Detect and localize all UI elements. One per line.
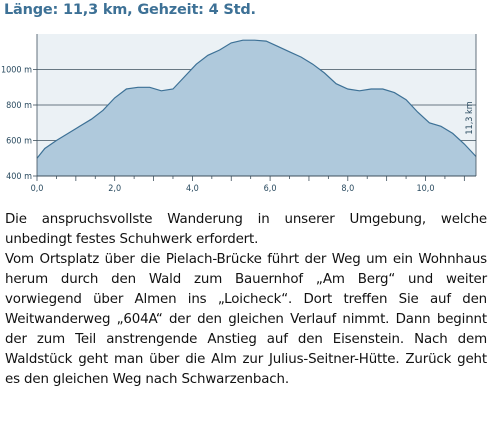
x-tick-label: 8,0	[341, 184, 354, 194]
chart-title: Länge: 11,3 km, Gehzeit: 4 Std.	[4, 2, 256, 18]
elevation-area	[37, 40, 476, 177]
y-tick-label: 800 m	[6, 101, 32, 111]
description-paragraph-1: Die anspruchsvollste Wanderung in unsere…	[5, 212, 487, 247]
elevation-line	[36, 39, 477, 159]
y-tick-label: 600 m	[6, 137, 32, 147]
x-tick-label: 6,0	[264, 184, 277, 194]
route-description: Die anspruchsvollste Wanderung in unsere…	[5, 210, 487, 390]
end-distance-label: 11,3 km	[465, 101, 475, 134]
description-paragraph-2: Vom Ortsplatz über die Pielach-Brücke fü…	[5, 252, 487, 387]
x-tick-label: 2,0	[108, 184, 121, 194]
elevation-profile-chart: 400 m 600 m 800 m 1000 m 0,0 2,0 4,0 6,0 8,0 10,0…	[1, 34, 477, 194]
y-tick-label: 1000 m	[1, 66, 32, 76]
x-tick-label: 10,0	[416, 184, 434, 194]
y-tick-label: 400 m	[6, 172, 32, 182]
x-tick-label: 4,0	[186, 184, 199, 194]
x-tick-label: 0,0	[31, 184, 44, 194]
